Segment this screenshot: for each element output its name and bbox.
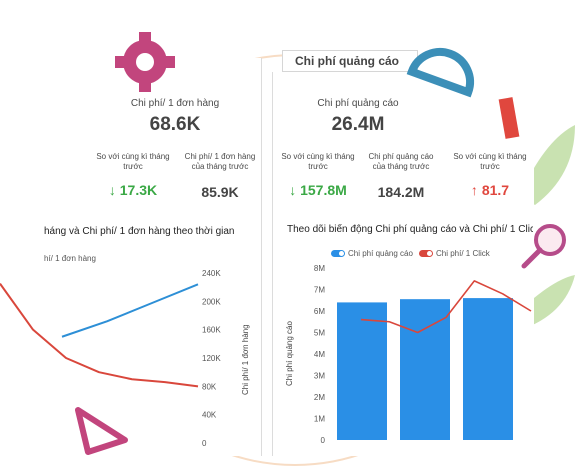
bar[interactable] — [463, 298, 513, 440]
cost-per-order-label: Chi phí/ 1 đơn hàng — [130, 98, 220, 109]
legend-ads-cost[interactable]: Chi phí quảng cáo — [331, 249, 413, 258]
y-tick-label: 80K — [202, 382, 217, 391]
bar[interactable] — [400, 299, 450, 440]
right-axis-label: Chi phí/ 1 đơn hàng — [241, 324, 250, 395]
chart-title: Theo dõi biến động Chi phí quảng cáo và … — [287, 224, 533, 235]
chart-title: háng và Chi phí/ 1 đơn hàng theo thời gi… — [44, 226, 235, 237]
cost-per-order-panel: Chi phí/ 1 đơn hàng 68.6K So với cùng kì… — [0, 58, 262, 456]
arrow-down-icon: ↓ — [108, 182, 116, 198]
prev-month-label: Chi phí/ 1 đơn hàng của tháng trước — [184, 152, 256, 171]
ads-cost-value: 26.4M — [331, 114, 385, 135]
series-line — [61, 283, 199, 338]
series-line — [0, 283, 199, 388]
y-tick-label: 200K — [202, 297, 221, 306]
compare-same-period-2-label: So với cùng kì tháng trước — [453, 152, 527, 171]
arrow-up-icon: ↑ — [470, 182, 478, 198]
prev-month-value: 85.9K — [201, 184, 239, 200]
y-tick-label: 160K — [202, 326, 221, 335]
y-tick-label: 4M — [314, 350, 325, 359]
y-tick-label: 6M — [314, 307, 325, 316]
cost-per-order-value: 68.6K — [149, 114, 201, 135]
y-axis-label: Chi phí quảng cáo — [285, 321, 294, 386]
toggle-icon — [331, 250, 345, 258]
bar[interactable] — [337, 302, 387, 440]
prev-month-value: 184.2M — [377, 184, 425, 200]
y-tick-label: 40K — [202, 411, 217, 420]
compare-same-period-label: So với cùng kì tháng trước — [281, 152, 355, 171]
y-tick-label: 0 — [202, 439, 207, 448]
compare-same-period-value: ↓ 157.8M — [289, 182, 347, 198]
y-tick-label: 1M — [314, 415, 325, 424]
arrow-down-icon: ↓ — [289, 182, 297, 198]
compare-same-period-2-value: ↑ 81.7 — [470, 182, 510, 198]
section-tab-ads-cost[interactable]: Chi phí quảng cáo — [282, 50, 418, 72]
y-tick-label: 0 — [321, 436, 326, 445]
ads-cost-bar-chart: 0 1M 2M 3M 4M 5M 6M 7M 8M — [314, 264, 532, 445]
series-line — [360, 280, 532, 334]
y-tick-label: 7M — [314, 286, 325, 295]
cost-per-order-line-chart: 0 40K 80K 120K 160K 200K 240K — [0, 269, 221, 448]
y-tick-label: 8M — [314, 264, 325, 273]
ads-cost-panel: Chi phí quảng cáo 26.4M So với cùng kì t… — [272, 72, 534, 456]
y-tick-label: 2M — [314, 393, 325, 402]
legend-fragment: hí/ 1 đơn hàng — [44, 254, 96, 263]
toggle-icon — [419, 250, 433, 258]
y-tick-label: 5M — [314, 329, 325, 338]
compare-same-period-label: So với cùng kì tháng trước — [96, 152, 170, 171]
legend-cost-per-click[interactable]: Chi phí/ 1 Click — [419, 249, 490, 258]
compare-same-period-value: ↓ 17.3K — [108, 182, 158, 198]
y-tick-label: 120K — [202, 354, 221, 363]
ads-cost-label: Chi phí quảng cáo — [317, 98, 399, 109]
prev-month-label: Chi phí quảng cáo của tháng trước — [368, 152, 434, 171]
y-tick-label: 3M — [314, 372, 325, 381]
y-tick-label: 240K — [202, 269, 221, 278]
